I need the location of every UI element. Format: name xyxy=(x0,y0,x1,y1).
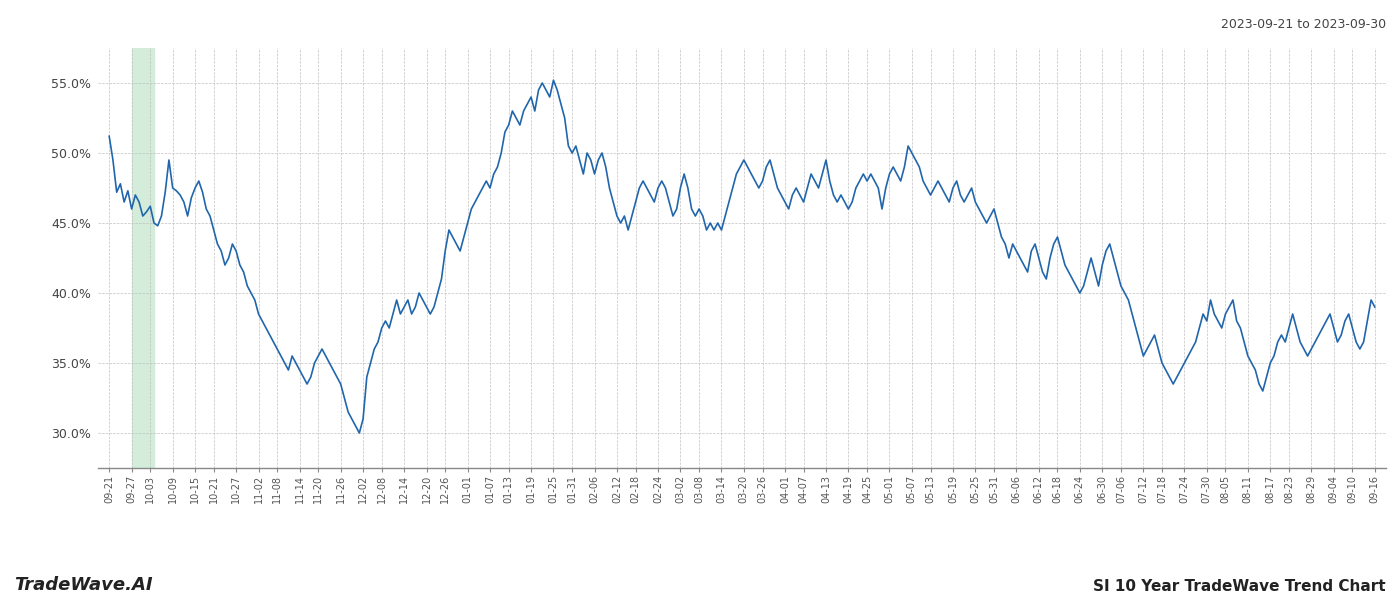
Bar xyxy=(132,48,154,468)
Text: SI 10 Year TradeWave Trend Chart: SI 10 Year TradeWave Trend Chart xyxy=(1093,579,1386,594)
Text: TradeWave.AI: TradeWave.AI xyxy=(14,576,153,594)
Text: 2023-09-21 to 2023-09-30: 2023-09-21 to 2023-09-30 xyxy=(1221,18,1386,31)
